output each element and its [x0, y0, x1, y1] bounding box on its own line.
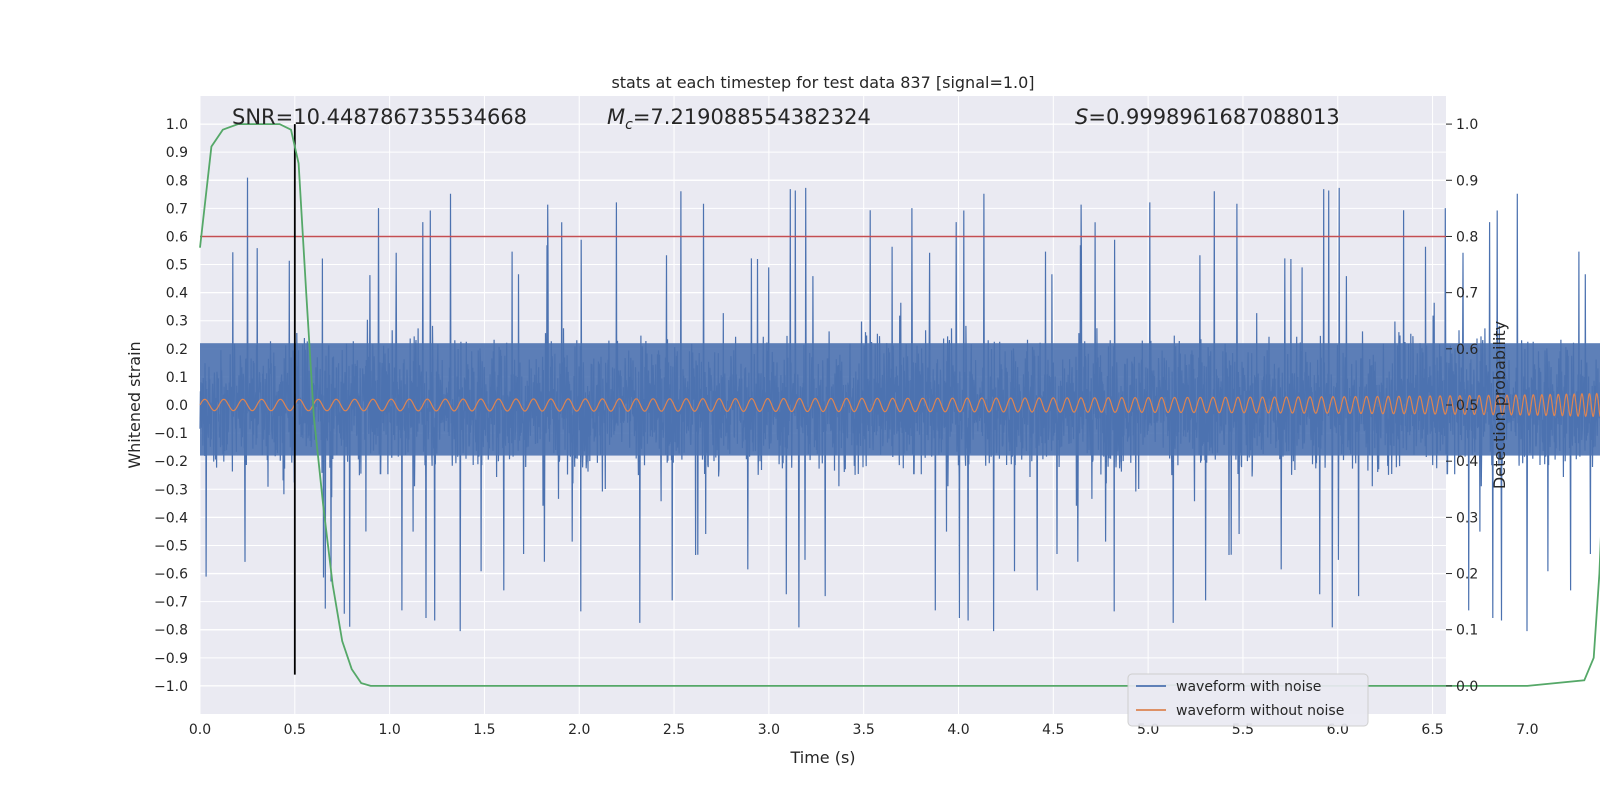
- x-tick-label: 4.0: [947, 722, 969, 738]
- x-axis: 0.0 0.5 1.0 1.5 2.0 2.5 3.0 3.5 4.0 4.5 5.0 5.5 6.0 6…: [189, 722, 1539, 738]
- y-tick-label: 0.3: [166, 314, 188, 330]
- score-annotation: S=0.9998961687088013: [1075, 105, 1340, 129]
- y-tick-label: 0.8: [166, 173, 188, 189]
- y-tick-label: 0.6: [166, 229, 188, 245]
- y2-tick-label: 0.8: [1456, 229, 1478, 245]
- y-tick-label: 0.4: [166, 286, 188, 302]
- y2-tick-label: 0.9: [1456, 173, 1478, 189]
- y2-tick-label: 0.3: [1456, 510, 1478, 526]
- chirp-mass-annotation: Mc=7.219088554382324: [607, 105, 871, 133]
- y-tick-label: 1.0: [166, 117, 188, 133]
- y-tick-label: −0.2: [154, 454, 188, 470]
- legend: waveform with noise waveform without noi…: [1127, 673, 1369, 727]
- x-tick-label: 1.5: [473, 722, 495, 738]
- y-tick-label: −0.4: [154, 510, 188, 526]
- x-axis-label: Time (s): [789, 748, 855, 767]
- x-tick-label: 3.0: [758, 722, 780, 738]
- y-tick-label: −0.9: [154, 651, 188, 667]
- mc-value: =7.219088554382324: [633, 105, 871, 129]
- y-axis-label: Whitened strain: [125, 341, 144, 468]
- y-tick-label: −0.8: [154, 623, 188, 639]
- x-tick-label: 1.0: [378, 722, 400, 738]
- y-tick-label: 0.9: [166, 145, 188, 161]
- legend-label-noise: waveform with noise: [1176, 679, 1321, 695]
- y2-tick-label: 0.5: [1456, 398, 1478, 414]
- y-tick-label: 0.5: [166, 258, 188, 274]
- x-tick-label: 4.5: [1042, 722, 1064, 738]
- series-waveform-without-noise: [199, 392, 1600, 418]
- legend-label-clean: waveform without noise: [1176, 703, 1344, 719]
- y2-tick-label: 0.6: [1456, 342, 1478, 358]
- mc-subscript: c: [625, 117, 633, 133]
- y-tick-label: −0.5: [154, 538, 188, 554]
- overlay-lines: [199, 123, 1600, 687]
- series-detection-probability: [199, 123, 1600, 687]
- y-tick-label: 0.0: [166, 398, 188, 414]
- noise-band: [200, 343, 1600, 456]
- waveforms: [199, 177, 1600, 632]
- x-tick-label: 3.5: [853, 722, 875, 738]
- y2-tick-label: 0.4: [1456, 454, 1478, 470]
- y-tick-label: −0.1: [154, 426, 188, 442]
- y-tick-label: −0.7: [154, 595, 188, 611]
- x-tick-label: 6.5: [1421, 722, 1443, 738]
- x-tick-label: 0.5: [284, 722, 306, 738]
- x-tick-label: 7.0: [1516, 722, 1538, 738]
- y-tick-label: −1.0: [154, 679, 188, 695]
- y-tick-label: −0.6: [154, 567, 188, 583]
- y2-tick-label: 0.2: [1456, 567, 1478, 583]
- x-tick-label: 2.0: [568, 722, 590, 738]
- y2-axis-label: Detection probability: [1490, 321, 1509, 489]
- y-tick-label: 0.1: [166, 370, 188, 386]
- s-value: =0.9998961687088013: [1088, 105, 1339, 129]
- s-symbol: S: [1075, 105, 1088, 129]
- y2-tick-label: 0.0: [1456, 679, 1478, 695]
- y-axis-right: 1.0 0.9 0.8 0.7 0.6 0.5 0.4 0.3 0.2 0.1 0.0: [1446, 117, 1478, 695]
- mc-symbol: M: [607, 105, 625, 129]
- legend-box: [1127, 673, 1369, 727]
- y-tick-label: −0.3: [154, 482, 188, 498]
- y-tick-label: 0.2: [166, 342, 188, 358]
- y2-tick-label: 0.1: [1456, 623, 1478, 639]
- y-axis-left: 1.0 0.9 0.8 0.7 0.6 0.5 0.4 0.3 0.2 0.1 0.0 −0.1 −0.…: [154, 117, 188, 695]
- chart-title: stats at each timestep for test data 837…: [611, 73, 1034, 92]
- x-tick-label: 2.5: [663, 722, 685, 738]
- snr-annotation: SNR=10.448786735534668: [232, 105, 527, 129]
- x-tick-label: 0.0: [189, 722, 211, 738]
- y2-tick-label: 0.7: [1456, 286, 1478, 302]
- y2-tick-label: 1.0: [1456, 117, 1478, 133]
- y-tick-label: 0.7: [166, 201, 188, 217]
